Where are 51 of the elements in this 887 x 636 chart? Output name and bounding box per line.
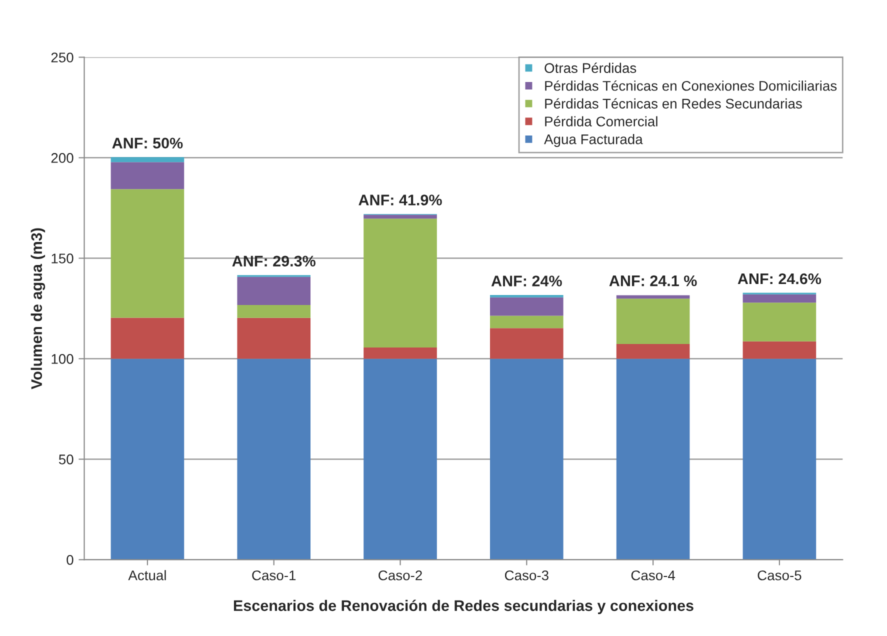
x-tick-label: Caso-2: [378, 570, 422, 580]
legend-label: Otras Pérdidas: [544, 62, 636, 73]
bar: [490, 316, 564, 328]
annotation: ANF: 24.1 %: [609, 275, 697, 286]
bar: [616, 344, 690, 359]
bar: [237, 318, 311, 359]
bar: [742, 294, 816, 303]
bar: [616, 295, 690, 299]
x-tick-label: Caso-3: [504, 570, 548, 580]
bar: [110, 189, 184, 318]
y-tick-label: 100: [52, 354, 74, 364]
y-tick-label: 0: [66, 555, 74, 565]
bar: [364, 358, 437, 560]
bar: [490, 358, 564, 560]
x-tick-label: Caso-1: [252, 570, 296, 580]
y-tick-label: 250: [51, 52, 74, 62]
annotation: ANF: 24%: [491, 276, 562, 286]
bar: [490, 297, 564, 316]
annotation: ANF: 50%: [112, 138, 183, 149]
y-tick-label: 150: [52, 254, 74, 264]
x-tick-label: Actual: [128, 570, 166, 580]
bar: [616, 298, 690, 344]
annotation: ANF: 24.6%: [738, 273, 822, 284]
legend-label: Pérdidas Técnicas en Redes Secundarias: [545, 98, 802, 109]
bar: [364, 218, 437, 348]
x-tick-label: Caso-4: [631, 570, 676, 580]
bar: [364, 347, 437, 359]
bar: [237, 276, 311, 306]
legend-label: Pérdidas Técnicas en Conexiones Domiciliarias: [545, 80, 837, 91]
bar: [490, 328, 564, 359]
bar: [110, 162, 184, 190]
legend-label: Pérdida Comercial: [545, 116, 658, 126]
y-tick-label: 50: [58, 454, 74, 464]
y-tick-label: 200: [51, 153, 74, 163]
annotation: ANF: 29.3%: [232, 256, 316, 267]
bar: [110, 157, 184, 162]
annotation: ANF: 41.9%: [358, 194, 442, 206]
bar: [742, 358, 816, 560]
x-axis-title: Escenarios de Renovación de Redes secundarias y conexiones: [234, 600, 694, 614]
bar: [110, 358, 184, 560]
bar: [742, 302, 816, 342]
x-tick-label: Caso-5: [758, 570, 802, 580]
bar: [110, 318, 184, 359]
bar: [616, 358, 690, 560]
bar: [490, 294, 564, 298]
bar: [237, 305, 311, 318]
y-axis-title: Volumen de agua (m3): [30, 228, 46, 390]
bar: [364, 214, 437, 219]
legend-label: Agua Facturada: [544, 134, 643, 147]
bar: [237, 358, 311, 560]
bar: [742, 341, 816, 359]
